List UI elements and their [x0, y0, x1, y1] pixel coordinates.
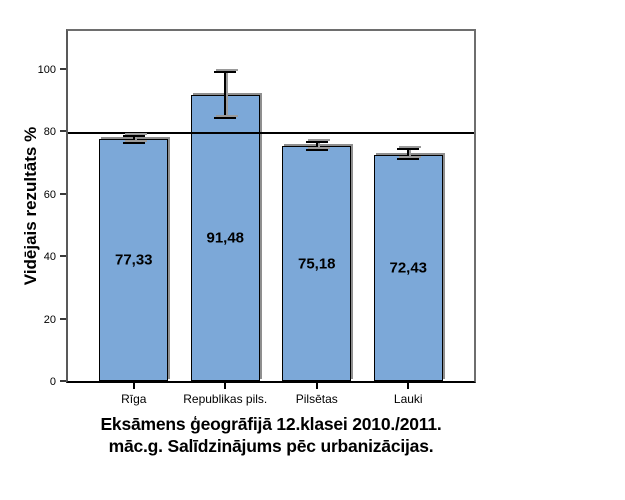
y-tick-label: 100: [37, 63, 56, 76]
x-tick-label: Pilsētas: [295, 392, 338, 406]
x-axis-tick: [224, 383, 227, 389]
x-axis-tick: [407, 383, 410, 389]
x-axis-tick: [132, 383, 135, 389]
error-bar-stem: [224, 71, 227, 118]
error-bar-cap-bottom: [397, 157, 420, 160]
x-axis-tick: [315, 383, 318, 389]
error-bar-stem: [407, 148, 410, 159]
error-bar-cap-bottom: [122, 141, 145, 144]
y-tick-label: 40: [43, 251, 56, 263]
y-tick-label: 60: [43, 188, 56, 201]
reference-line: [68, 131, 474, 134]
y-axis-tick: [60, 67, 66, 70]
y-axis-tick: [60, 380, 66, 382]
y-tick-label: 0: [49, 376, 56, 388]
y-axis-tick: [60, 255, 66, 257]
y-tick-label: 80: [43, 126, 56, 138]
error-bar-stem: [132, 136, 135, 143]
error-bar-cap-bottom: [214, 116, 237, 119]
bar-value-label: 75,18: [297, 255, 336, 273]
x-tick-label: Republikas pils.: [183, 392, 268, 406]
bar-value-label: 72,43: [389, 259, 428, 277]
y-axis-tick: [60, 130, 66, 132]
x-tick-label: Lauki: [393, 392, 423, 406]
chart-title-line-2: māc.g. Salīdzinājums pēc urbanizācijas.: [108, 436, 434, 456]
error-bar-cap-top: [397, 147, 420, 150]
error-bar-stem: [315, 141, 318, 150]
plot-area: 77,33 91,48 75,18 72,43 0 20 40 60 80 100 Rīga Repu…: [38, 29, 476, 406]
bar-value-label: 91,48: [206, 229, 245, 247]
chart-title: Eksāmens ģeogrāfijā 12.klasei 2010./2011…: [66, 413, 476, 457]
y-axis-tick: [60, 192, 66, 195]
bar: [282, 146, 352, 381]
error-bar-cap-top: [214, 70, 237, 73]
error-bar-cap-top: [122, 135, 145, 137]
y-axis-tick: [60, 317, 66, 320]
x-tick-label: Rīga: [121, 392, 147, 406]
chart-title-line-1: Eksāmens ģeogrāfijā 12.klasei 2010./2011…: [100, 414, 442, 434]
y-tick-label: 20: [43, 313, 56, 326]
bar-value-label: 77,33: [114, 251, 153, 269]
bar: [99, 139, 169, 381]
error-bar-cap-top: [305, 140, 328, 143]
y-axis-title: Vidējais rezultāts %: [21, 126, 40, 286]
error-bar-cap-bottom: [305, 148, 328, 151]
bar: [190, 95, 260, 381]
bar: [373, 154, 443, 381]
